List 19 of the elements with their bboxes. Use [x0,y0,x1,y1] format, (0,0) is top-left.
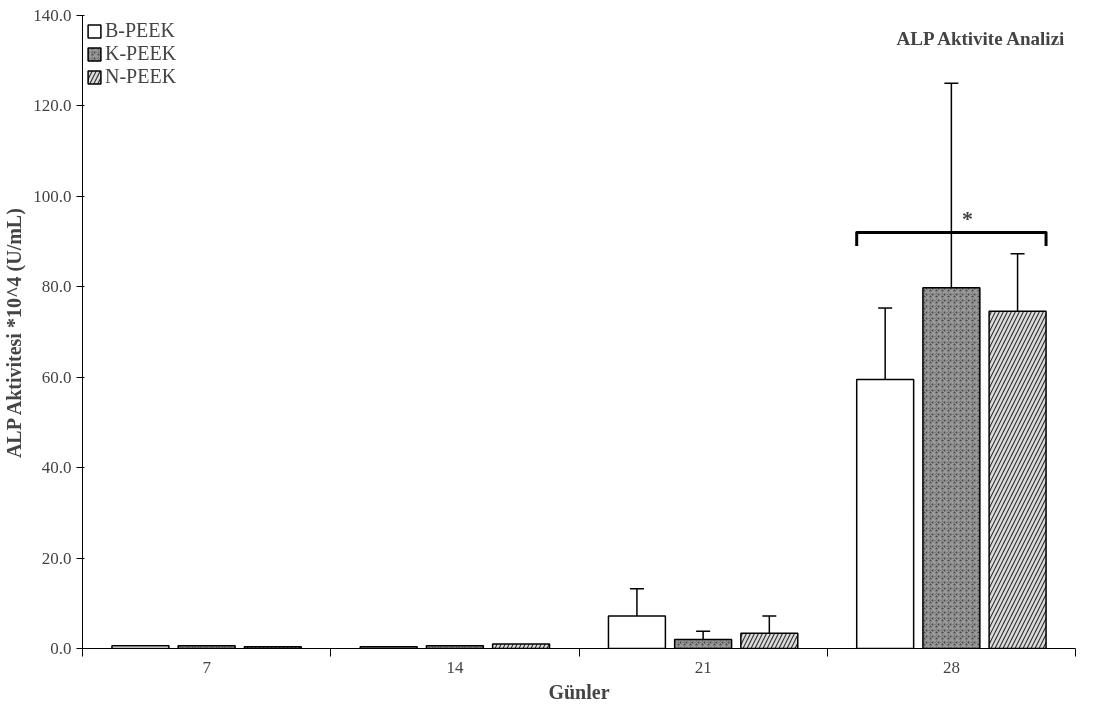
y-tick-label: 80.0 [41,277,72,297]
y-tick-label: 40.0 [41,458,72,478]
x-tick-label: 14 [446,657,464,677]
x-axis-title: Günler [548,680,610,703]
legend-label: B-PEEK [105,19,175,42]
legend-label: K-PEEK [105,42,177,65]
x-tick-label: 28 [942,657,960,677]
y-tick-label: 100.0 [33,186,72,206]
legend-label: N-PEEK [105,65,177,88]
x-tick-label: 21 [694,657,712,677]
text: ALP Aktivite Analizi [896,27,1065,49]
y-tick-label: 60.0 [41,367,72,387]
y-tick-label: 0.0 [50,639,72,658]
y-axis-title: ALP Aktivitesi *10^4 (U/mL) [3,208,27,459]
y-tick-label: 140.0 [33,6,72,25]
y-tick-label: 20.0 [41,548,72,568]
x-tick-label: 7 [202,657,212,677]
y-tick-label: 120.0 [33,96,72,116]
annotation: * [961,205,973,231]
